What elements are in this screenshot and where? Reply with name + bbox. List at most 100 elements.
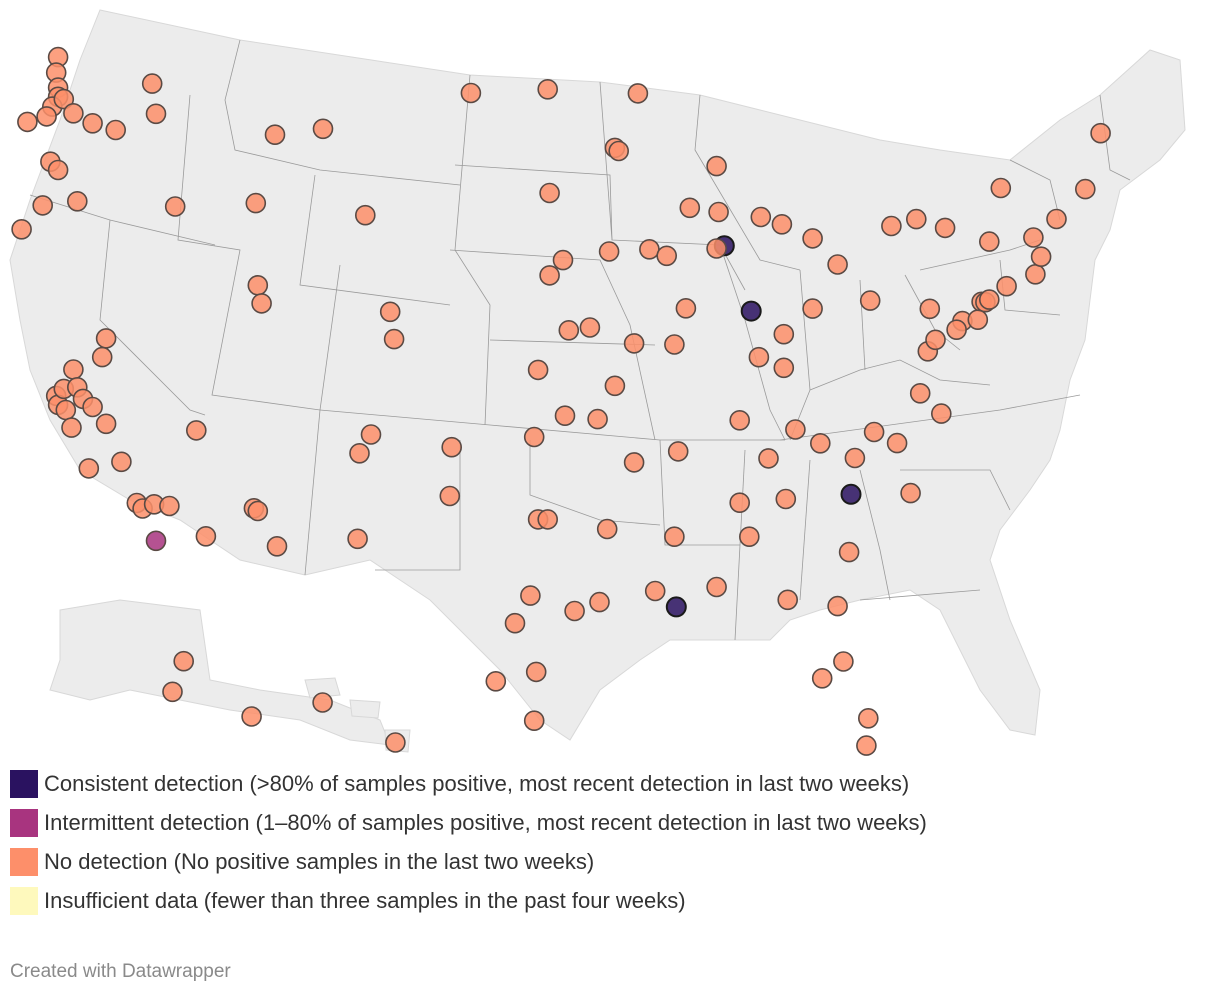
site-marker-none[interactable]: [809, 432, 831, 454]
site-marker-none[interactable]: [608, 140, 630, 162]
site-marker-none[interactable]: [827, 254, 848, 275]
site-marker-none[interactable]: [162, 681, 183, 703]
site-marker-consistent[interactable]: [840, 483, 862, 505]
site-marker-none[interactable]: [771, 214, 793, 235]
site-marker-none[interactable]: [537, 79, 559, 100]
site-marker-none[interactable]: [838, 541, 860, 563]
site-marker-none[interactable]: [863, 421, 885, 443]
site-marker-none[interactable]: [748, 346, 770, 368]
site-marker-none[interactable]: [773, 357, 795, 379]
site-marker-none[interactable]: [587, 408, 608, 430]
site-marker-none[interactable]: [827, 595, 848, 617]
site-marker-consistent[interactable]: [665, 596, 687, 618]
site-marker-none[interactable]: [598, 241, 620, 262]
site-marker-none[interactable]: [145, 103, 167, 125]
site-marker-none[interactable]: [644, 580, 666, 602]
site-marker-none[interactable]: [604, 375, 626, 397]
site-marker-none[interactable]: [264, 124, 286, 145]
site-marker-none[interactable]: [36, 106, 57, 127]
datawrapper-credit-link[interactable]: Created with Datawrapper: [10, 961, 231, 982]
site-marker-none[interactable]: [55, 399, 77, 421]
site-marker-none[interactable]: [623, 333, 645, 354]
site-marker-none[interactable]: [439, 485, 461, 507]
site-marker-none[interactable]: [596, 518, 618, 540]
site-marker-none[interactable]: [53, 88, 75, 110]
site-marker-none[interactable]: [1075, 178, 1096, 200]
site-marker-none[interactable]: [523, 710, 545, 732]
site-marker-none[interactable]: [990, 177, 1012, 199]
site-marker-none[interactable]: [706, 155, 727, 177]
site-marker-none[interactable]: [811, 667, 833, 689]
site-marker-none[interactable]: [667, 441, 689, 462]
site-marker-none[interactable]: [579, 317, 601, 338]
site-marker-none[interactable]: [785, 419, 806, 440]
site-marker-none[interactable]: [729, 492, 751, 514]
site-marker-none[interactable]: [706, 576, 727, 598]
site-marker-none[interactable]: [173, 650, 194, 672]
site-marker-none[interactable]: [141, 73, 163, 94]
site-marker-none[interactable]: [1025, 263, 1046, 285]
site-marker-none[interactable]: [82, 396, 103, 418]
site-marker-none[interactable]: [241, 706, 262, 727]
site-marker-none[interactable]: [934, 217, 956, 239]
site-marker-none[interactable]: [1023, 227, 1044, 248]
site-marker-none[interactable]: [67, 191, 88, 212]
site-marker-none[interactable]: [750, 206, 772, 228]
site-marker-none[interactable]: [379, 301, 401, 323]
site-marker-none[interactable]: [664, 526, 685, 548]
site-marker-none[interactable]: [32, 195, 54, 216]
site-marker-none[interactable]: [777, 589, 799, 611]
site-marker-none[interactable]: [539, 265, 560, 286]
site-marker-none[interactable]: [360, 424, 382, 445]
site-marker-none[interactable]: [78, 458, 100, 479]
site-marker-none[interactable]: [63, 359, 84, 380]
site-marker-none[interactable]: [247, 274, 269, 296]
site-marker-none[interactable]: [656, 245, 678, 267]
site-marker-none[interactable]: [859, 290, 881, 311]
site-marker-none[interactable]: [1090, 122, 1111, 144]
site-marker-none[interactable]: [930, 403, 952, 424]
site-marker-none[interactable]: [485, 670, 507, 692]
site-marker-none[interactable]: [909, 382, 931, 404]
site-marker-none[interactable]: [527, 359, 549, 381]
site-marker-none[interactable]: [664, 334, 685, 355]
site-marker-none[interactable]: [159, 495, 180, 517]
site-marker-none[interactable]: [460, 82, 482, 104]
site-marker-none[interactable]: [539, 182, 560, 204]
site-marker-none[interactable]: [111, 451, 132, 473]
site-marker-none[interactable]: [95, 328, 117, 349]
site-marker-consistent[interactable]: [740, 300, 762, 322]
site-marker-none[interactable]: [905, 208, 927, 230]
site-marker-none[interactable]: [251, 293, 272, 314]
site-marker-none[interactable]: [978, 289, 1000, 310]
site-marker-none[interactable]: [738, 526, 760, 548]
site-marker-none[interactable]: [63, 103, 84, 124]
site-marker-none[interactable]: [627, 83, 649, 104]
site-marker-none[interactable]: [354, 204, 376, 226]
site-marker-none[interactable]: [312, 692, 333, 713]
site-marker-none[interactable]: [708, 201, 729, 223]
site-marker-none[interactable]: [623, 452, 645, 473]
site-marker-none[interactable]: [164, 196, 186, 217]
site-marker-none[interactable]: [385, 732, 406, 753]
site-marker-none[interactable]: [996, 275, 1017, 297]
site-marker-none[interactable]: [61, 417, 82, 438]
site-marker-none[interactable]: [11, 219, 32, 240]
site-marker-none[interactable]: [675, 297, 697, 319]
site-marker-none[interactable]: [91, 346, 113, 368]
site-marker-none[interactable]: [504, 612, 526, 634]
site-marker-none[interactable]: [967, 309, 989, 331]
site-marker-none[interactable]: [195, 525, 217, 547]
site-marker-none[interactable]: [679, 197, 701, 219]
site-marker-none[interactable]: [105, 119, 126, 141]
site-marker-none[interactable]: [802, 228, 823, 249]
site-marker-none[interactable]: [706, 238, 727, 259]
site-marker-none[interactable]: [639, 239, 660, 260]
site-marker-none[interactable]: [349, 442, 370, 464]
site-marker-none[interactable]: [520, 585, 541, 606]
site-marker-none[interactable]: [857, 707, 879, 729]
site-marker-none[interactable]: [946, 319, 967, 341]
site-marker-none[interactable]: [558, 319, 580, 341]
site-marker-none[interactable]: [266, 535, 288, 557]
site-marker-none[interactable]: [886, 432, 908, 454]
